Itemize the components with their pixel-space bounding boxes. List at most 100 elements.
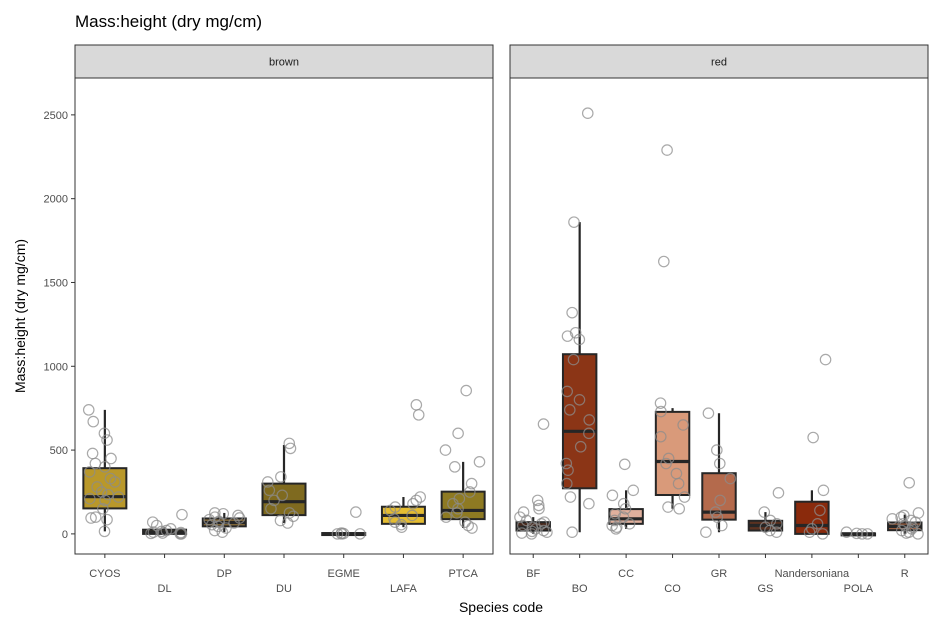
data-point (389, 501, 402, 513)
data-point (898, 509, 910, 522)
data-point (819, 353, 832, 366)
data-point (216, 526, 229, 539)
data-point (807, 431, 819, 444)
x-tick-label: LAFA (390, 583, 418, 595)
facet-strip-red (509, 44, 929, 79)
data-point (462, 519, 474, 532)
data-point (627, 484, 640, 497)
data-point (176, 508, 188, 521)
data-point (654, 397, 667, 409)
data-point (89, 511, 102, 523)
data-point (567, 353, 580, 366)
data-point (89, 457, 102, 470)
data-point (263, 484, 276, 497)
data-point (331, 528, 344, 540)
data-point (466, 522, 478, 534)
data-point (101, 434, 113, 446)
data-point (677, 419, 689, 431)
data-point (574, 440, 587, 453)
data-point (150, 519, 163, 532)
data-point (283, 507, 296, 519)
data-point (678, 491, 691, 503)
data-point (606, 489, 619, 502)
data-point (563, 404, 576, 416)
data-point (619, 502, 632, 515)
data-point (146, 516, 159, 528)
data-point (98, 427, 111, 440)
data-point (569, 326, 582, 339)
y-tick-label: 2000 (44, 194, 68, 206)
plot-layer: 0 500 1000 1500 2000 2500 brown CYOS DL DP DU EGME L… (44, 44, 929, 595)
data-point (618, 458, 631, 471)
data-point (164, 523, 177, 535)
data-point (464, 486, 476, 498)
data-point (535, 518, 548, 530)
data-point (101, 513, 113, 526)
data-point (561, 330, 574, 342)
data-point (86, 447, 99, 460)
data-point (520, 514, 533, 527)
data-point (410, 494, 423, 507)
y-tick-label: 0 (62, 529, 68, 541)
data-point (209, 507, 221, 519)
x-tick-label: CO (664, 583, 681, 595)
data-point (724, 472, 737, 485)
data-point (856, 528, 868, 540)
data-point (517, 506, 530, 518)
x-tick-label: CC (618, 568, 634, 580)
data-point (673, 502, 686, 515)
data-point (662, 452, 675, 465)
data-point (714, 494, 726, 507)
data-point (532, 499, 545, 512)
data-point (335, 527, 348, 539)
y-axis-title: Mass:height (dry mg/cm) (12, 239, 28, 393)
data-point (284, 442, 297, 455)
data-point (473, 456, 486, 468)
x-tick-label: POLA (844, 583, 874, 595)
data-point (82, 404, 95, 416)
data-point (655, 405, 667, 418)
data-point (617, 511, 630, 523)
facet-strip-label: brown (269, 57, 299, 69)
data-point (566, 526, 578, 539)
data-point (83, 466, 96, 478)
data-point (217, 507, 230, 520)
data-point (581, 107, 594, 119)
x-tick-label: EGME (328, 568, 360, 580)
data-point (406, 509, 418, 522)
x-tick-label: BO (572, 583, 588, 595)
data-point (568, 216, 580, 228)
facet-strip-label: red (711, 57, 727, 69)
data-point (609, 507, 622, 520)
data-point (623, 518, 636, 530)
box (561, 353, 598, 490)
data-point (440, 511, 452, 523)
data-point (772, 487, 785, 499)
data-point (895, 511, 907, 523)
data-point (886, 513, 899, 525)
box (261, 482, 307, 517)
data-point (531, 494, 544, 507)
data-point (287, 510, 300, 523)
data-point (268, 494, 280, 507)
data-point (661, 144, 673, 156)
data-point (465, 477, 478, 490)
data-point (233, 512, 246, 524)
data-point (87, 415, 100, 428)
data-point (897, 518, 910, 530)
data-point (573, 394, 586, 406)
data-point (354, 528, 366, 540)
data-point (814, 504, 826, 517)
data-point (98, 525, 111, 538)
data-point (412, 409, 425, 421)
data-point (283, 437, 296, 450)
data-point (711, 444, 723, 456)
data-point (770, 518, 783, 530)
data-point (83, 492, 96, 505)
data-point (560, 457, 573, 470)
data-point (700, 526, 712, 539)
data-point (903, 476, 916, 489)
data-point (350, 506, 362, 518)
data-point (414, 491, 427, 503)
